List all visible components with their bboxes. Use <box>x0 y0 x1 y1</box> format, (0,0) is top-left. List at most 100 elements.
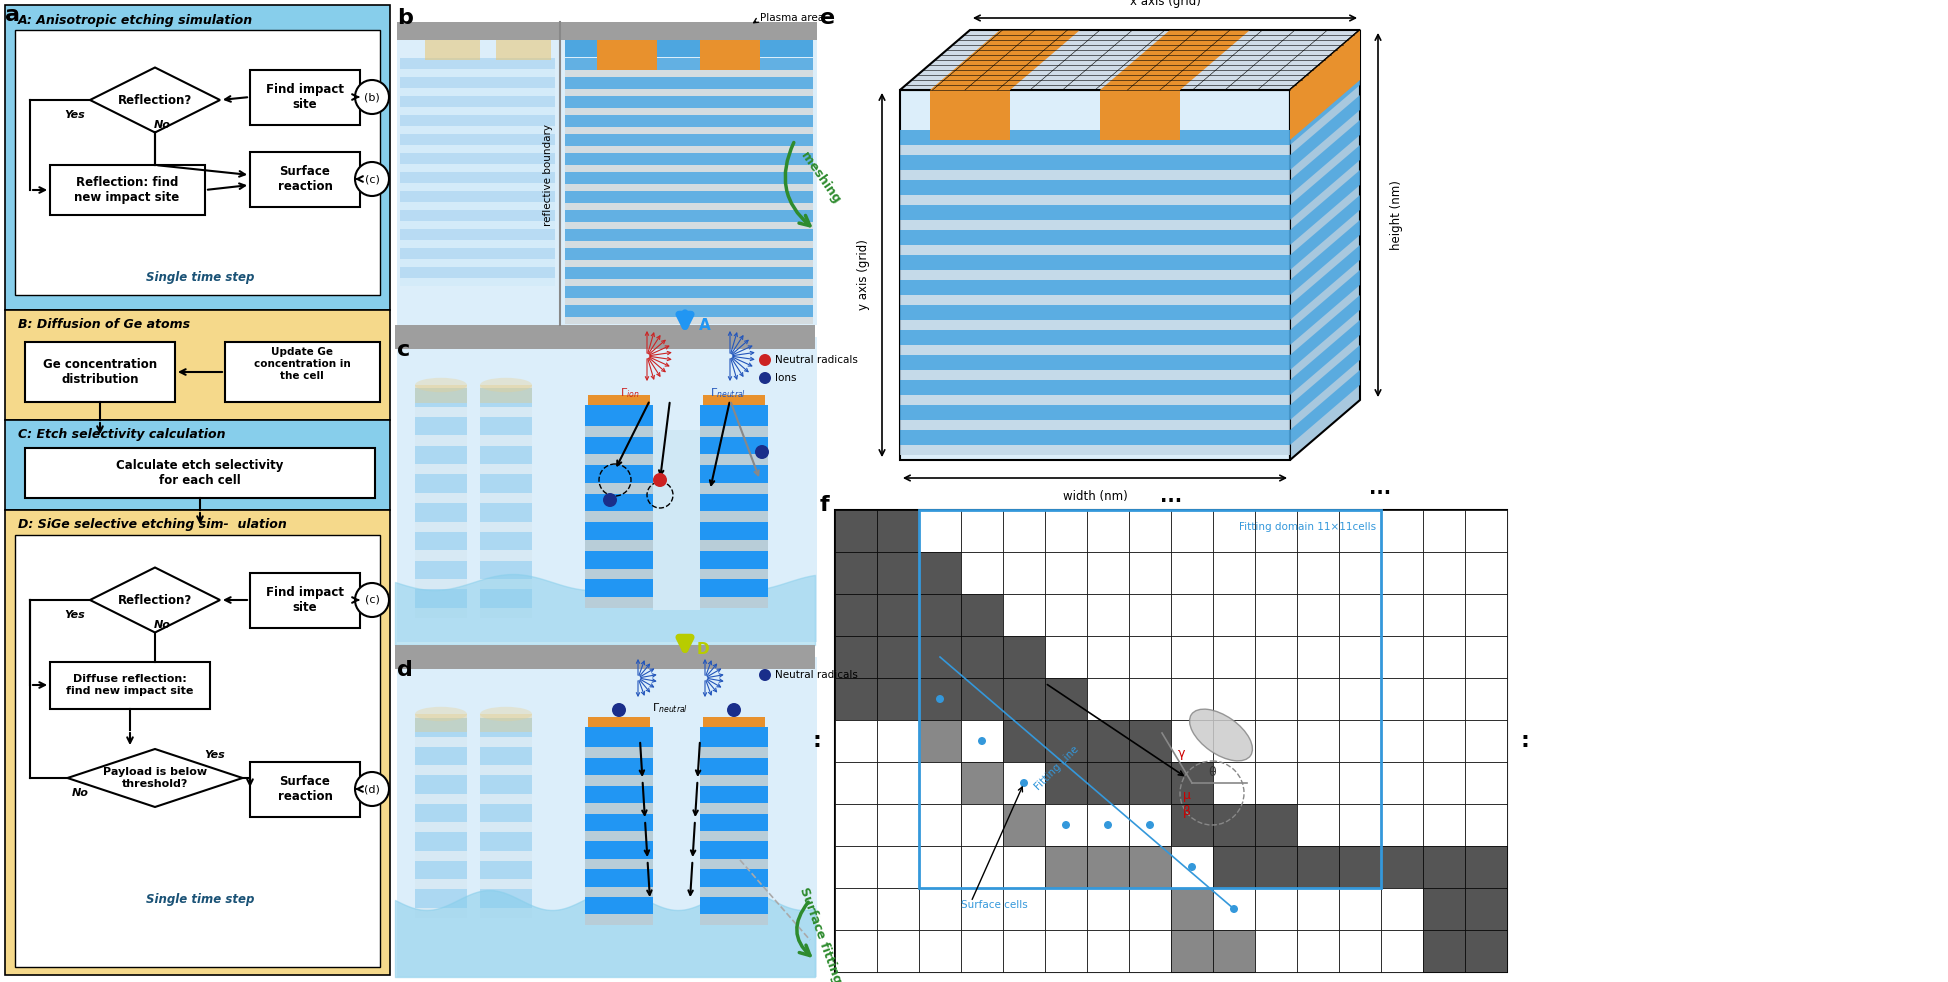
Bar <box>565 127 812 134</box>
Text: Fitting Line: Fitting Line <box>1032 744 1081 791</box>
Bar <box>699 775 768 786</box>
Bar <box>960 510 1003 552</box>
Bar <box>479 416 532 435</box>
Bar <box>836 804 877 846</box>
Polygon shape <box>1290 195 1360 270</box>
Bar <box>1297 888 1338 930</box>
Bar <box>836 510 877 552</box>
Bar <box>1297 678 1338 720</box>
FancyArrowPatch shape <box>797 902 810 955</box>
Bar <box>699 522 768 540</box>
Bar <box>1465 846 1508 888</box>
Bar <box>1003 636 1044 678</box>
Bar <box>900 195 1290 205</box>
Bar <box>1044 762 1087 804</box>
Polygon shape <box>1290 170 1360 245</box>
Bar <box>1171 594 1214 636</box>
Bar <box>1044 594 1087 636</box>
Bar <box>1255 804 1297 846</box>
Bar <box>1044 720 1087 762</box>
Bar <box>479 388 532 407</box>
Bar <box>1465 930 1508 972</box>
Bar <box>397 657 816 977</box>
Bar <box>1087 762 1130 804</box>
Bar <box>51 165 205 215</box>
Bar <box>699 858 768 869</box>
Bar <box>479 746 532 765</box>
Bar <box>588 717 651 735</box>
Circle shape <box>355 772 390 806</box>
Bar <box>395 645 814 657</box>
Bar <box>415 803 468 822</box>
Text: No: No <box>154 620 169 630</box>
Bar <box>415 746 468 765</box>
Bar <box>919 846 960 888</box>
Bar <box>1338 888 1381 930</box>
Bar <box>699 426 768 437</box>
Bar <box>565 267 812 279</box>
Bar <box>25 342 175 402</box>
Bar <box>1171 804 1214 846</box>
Bar <box>415 416 468 435</box>
Bar <box>1381 636 1422 678</box>
Bar <box>1422 846 1465 888</box>
Bar <box>479 385 532 403</box>
Bar <box>479 908 532 918</box>
Bar <box>565 40 812 57</box>
Bar <box>877 510 919 552</box>
Bar <box>1171 846 1214 888</box>
Bar <box>584 727 653 740</box>
Text: (b): (b) <box>364 92 380 102</box>
Bar <box>565 286 812 298</box>
Bar <box>1465 762 1508 804</box>
Polygon shape <box>1290 220 1360 295</box>
Bar <box>919 888 960 930</box>
Bar <box>1381 594 1422 636</box>
Bar <box>1255 510 1297 552</box>
Bar <box>399 183 555 191</box>
Bar <box>565 203 812 210</box>
Bar <box>960 888 1003 930</box>
Bar <box>415 388 468 407</box>
Bar <box>960 594 1003 636</box>
Bar <box>399 259 555 267</box>
Bar <box>415 385 468 403</box>
Bar <box>1130 594 1171 636</box>
Bar <box>584 786 653 803</box>
Bar <box>699 551 768 569</box>
Bar <box>479 551 532 561</box>
Circle shape <box>727 703 740 717</box>
Bar <box>399 172 555 183</box>
Bar <box>1381 762 1422 804</box>
Polygon shape <box>929 30 1079 90</box>
Bar <box>479 503 532 521</box>
Bar <box>584 426 653 437</box>
Bar <box>1130 804 1171 846</box>
Text: ...: ... <box>1369 478 1391 498</box>
Bar <box>1255 930 1297 972</box>
Circle shape <box>612 703 625 717</box>
Bar <box>1422 594 1465 636</box>
Circle shape <box>935 695 945 703</box>
Bar <box>1214 846 1255 888</box>
Bar <box>395 325 814 337</box>
Bar <box>1044 888 1087 930</box>
Bar <box>399 96 555 107</box>
Bar <box>479 890 532 908</box>
Polygon shape <box>90 568 220 632</box>
Bar <box>584 483 653 494</box>
Ellipse shape <box>415 707 468 721</box>
Bar <box>1044 678 1087 720</box>
Bar <box>415 833 468 850</box>
Bar <box>1255 636 1297 678</box>
Text: e: e <box>820 8 836 28</box>
Bar <box>1003 720 1044 762</box>
Bar <box>1087 846 1130 888</box>
Bar <box>900 280 1290 295</box>
Circle shape <box>760 372 771 384</box>
Bar <box>1338 636 1381 678</box>
Bar <box>399 115 555 126</box>
Bar <box>919 552 960 594</box>
Bar <box>1381 720 1422 762</box>
Bar <box>415 608 468 618</box>
